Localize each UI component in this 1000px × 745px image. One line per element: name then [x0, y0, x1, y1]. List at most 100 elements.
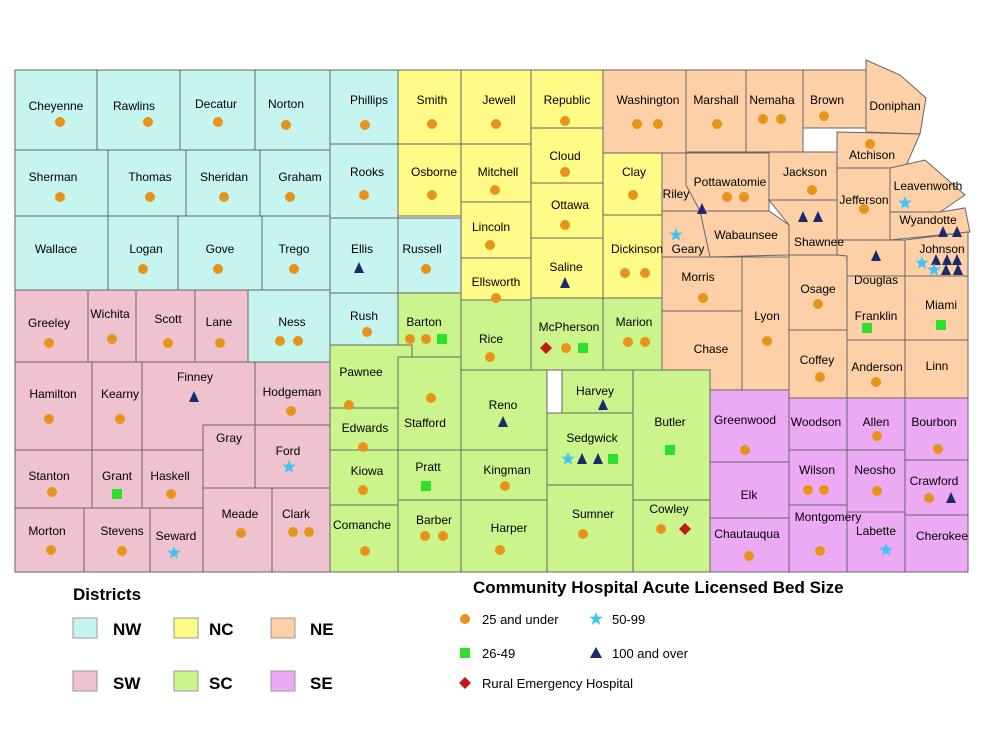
county-harper — [460, 499, 548, 573]
county-label-ottawa: Ottawa — [551, 198, 589, 212]
county-label-linn: Linn — [926, 359, 949, 373]
hospital-marker-small-morris — [698, 293, 708, 303]
hospital-marker-small-marion — [623, 337, 633, 347]
county-label-chase: Chase — [694, 342, 729, 356]
county-label-sumner: Sumner — [572, 507, 614, 521]
hospital-marker-xlarge-saline — [560, 277, 570, 288]
hospital-marker-small-ness — [275, 336, 285, 346]
hospital-marker-small-pawnee — [344, 400, 354, 410]
hospital-marker-small-cowley — [656, 524, 666, 534]
county-stafford — [397, 356, 462, 451]
county-wilson — [788, 449, 848, 506]
hospital-marker-large-ford — [282, 460, 296, 473]
hospital-marker-small-atchison — [865, 139, 875, 149]
legend-label-25-and-under: 25 and under — [482, 612, 559, 627]
county-label-jackson: Jackson — [783, 165, 827, 179]
county-label-pawnee: Pawnee — [339, 365, 383, 379]
county-label-kingman: Kingman — [483, 463, 530, 477]
hospital-marker-small-marion — [640, 337, 650, 347]
hospital-marker-small-rawlins — [143, 117, 153, 127]
hospital-marker-small-mcpherson — [561, 343, 571, 353]
county-rooks — [329, 143, 399, 219]
hospital-marker-small-ness — [293, 336, 303, 346]
county-label-cherokee: Cherokee — [916, 529, 968, 543]
county-label-marion: Marion — [616, 315, 653, 329]
bed-size-legend-title: Community Hospital Acute Licensed Bed Si… — [473, 578, 844, 597]
hospital-marker-small-harper — [495, 545, 505, 555]
county-label-miami: Miami — [925, 298, 957, 312]
county-nemaha — [745, 69, 804, 153]
hospital-marker-small-pottawatomie — [739, 192, 749, 202]
county-label-morris: Morris — [681, 270, 714, 284]
county-butler — [632, 369, 711, 501]
county-label-chautauqua: Chautauqua — [714, 527, 780, 541]
county-label-pratt: Pratt — [415, 460, 441, 474]
hospital-marker-xlarge-johnson — [952, 254, 962, 265]
hospital-marker-medium-butler — [665, 445, 675, 455]
county-label-gove: Gove — [206, 242, 235, 256]
county-label-trego: Trego — [279, 242, 310, 256]
county-label-layer: Cheyenne Rawlins Decatur Norton Phillips Smit… — [28, 93, 968, 543]
county-label-jewell: Jewell — [482, 93, 515, 107]
county-label-coffey: Coffey — [800, 353, 834, 367]
county-label-wabaunsee: Wabaunsee — [714, 228, 778, 242]
hospital-marker-small-rooks — [359, 190, 369, 200]
county-label-logan: Logan — [129, 242, 162, 256]
county-label-scott: Scott — [154, 312, 182, 326]
county-label-kearny: Kearny — [101, 387, 139, 401]
county-label-wyandotte: Wyandotte — [899, 213, 957, 227]
county-label-harvey: Harvey — [576, 384, 614, 398]
county-label-rawlins: Rawlins — [113, 99, 155, 113]
legend-symbol-25-and-under — [460, 614, 470, 624]
hospital-marker-small-jewell — [491, 119, 501, 129]
hospital-marker-reh-cowley — [679, 523, 691, 535]
hospital-marker-small-haskell — [166, 489, 176, 499]
county-label-hodgeman: Hodgeman — [263, 385, 322, 399]
hospital-marker-small-comanche — [360, 546, 370, 556]
county-cherokee — [904, 514, 969, 573]
county-label-rush: Rush — [350, 309, 378, 323]
county-label-reno: Reno — [489, 398, 518, 412]
hospital-marker-small-ellsworth — [491, 293, 501, 303]
hospital-marker-medium-mcpherson — [578, 343, 588, 353]
hospital-marker-xlarge-riley — [697, 203, 707, 214]
county-label-stanton: Stanton — [28, 469, 69, 483]
hospital-marker-xlarge-harvey — [598, 399, 608, 410]
county-label-stafford: Stafford — [404, 416, 446, 430]
county-label-labette: Labette — [856, 524, 896, 538]
county-label-allen: Allen — [863, 415, 890, 429]
county-smith — [397, 69, 462, 145]
legend-label-50-99: 50-99 — [612, 612, 645, 627]
hospital-marker-small-wilson — [819, 485, 829, 495]
county-label-wallace: Wallace — [35, 242, 78, 256]
county-label-cheyenne: Cheyenne — [29, 99, 84, 113]
county-label-riley: Riley — [663, 187, 690, 201]
hospital-marker-xlarge-sedgwick — [577, 453, 587, 464]
county-morton — [14, 507, 85, 573]
hospital-marker-small-wilson — [803, 485, 813, 495]
county-doniphan — [865, 59, 927, 135]
hospital-marker-small-kiowa — [358, 485, 368, 495]
county-stevens — [83, 507, 151, 573]
county-label-ellis: Ellis — [351, 242, 373, 256]
hospital-marker-small-jefferson — [859, 204, 869, 214]
county-label-mitchell: Mitchell — [478, 165, 519, 179]
hospital-marker-large-leavenworth — [898, 196, 912, 209]
county-morris — [661, 256, 743, 312]
county-label-doniphan: Doniphan — [869, 99, 920, 113]
hospital-marker-small-wichita — [107, 334, 117, 344]
county-label-lyon: Lyon — [754, 309, 780, 323]
hospital-marker-small-barton — [421, 334, 431, 344]
hospital-marker-small-dickinson — [620, 268, 630, 278]
hospital-marker-small-brown — [819, 111, 829, 121]
county-label-cowley: Cowley — [649, 502, 688, 516]
county-comanche — [329, 504, 399, 573]
hospital-marker-small-stafford — [426, 393, 436, 403]
county-label-pottawatomie: Pottawatomie — [694, 175, 767, 189]
county-label-rice: Rice — [479, 332, 503, 346]
district-swatch-ne — [270, 617, 296, 639]
county-label-mcpherson: McPherson — [539, 320, 600, 334]
hospital-marker-xlarge-shawnee — [798, 211, 808, 222]
county-label-bourbon: Bourbon — [911, 415, 956, 429]
